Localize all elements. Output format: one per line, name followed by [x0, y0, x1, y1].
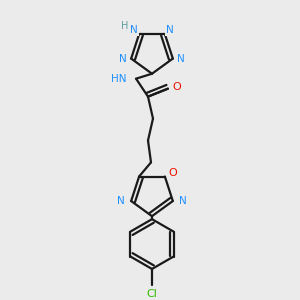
Text: N: N [179, 196, 187, 206]
Text: N: N [119, 54, 127, 64]
Text: H: H [122, 21, 129, 31]
Text: HN: HN [111, 74, 126, 84]
Text: N: N [130, 25, 138, 35]
Text: O: O [172, 82, 181, 92]
Text: N: N [117, 196, 125, 206]
Text: Cl: Cl [147, 289, 158, 299]
Text: N: N [166, 25, 174, 35]
Text: O: O [169, 167, 177, 178]
Text: N: N [177, 54, 185, 64]
